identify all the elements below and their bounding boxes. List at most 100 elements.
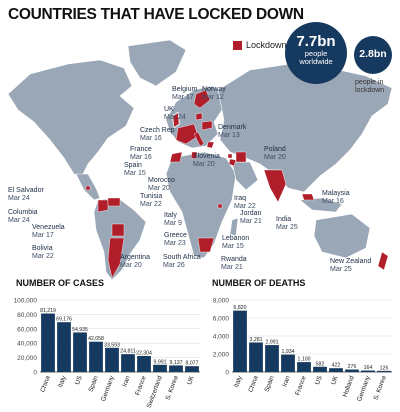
madagascar-land [229,217,239,237]
bar [73,332,87,372]
lockdown-new-zealand [377,251,389,271]
bar [233,310,247,372]
bar-value-label: 582 [316,361,325,367]
x-tick-label: Switzerland [146,375,164,409]
country-label: Rwanda Mar 21 [221,256,247,271]
people-lockdown-note: people in lockdown [355,79,399,96]
country-label: Poland Mar 20 [264,146,286,161]
bar-value-label: 24,811 [120,349,136,355]
bar-value-label: 1,934 [282,349,295,355]
asia-land [217,63,393,193]
bar [297,362,311,372]
bar-value-label: 9,137 [170,360,183,366]
y-tick-label: 6,000 [213,316,230,323]
country-label: New Zealand Mar 25 [330,258,372,273]
greenland-land [127,39,187,87]
y-tick-label: 2,000 [213,352,230,359]
country-label: Italy Mar 9 [164,212,182,227]
people-worldwide-circle: 7.7bn people worldwide [285,22,347,84]
y-tick-label: 60,000 [17,326,37,333]
bar-value-label: 126 [380,365,389,371]
lockdown-italy [193,131,205,147]
lockdown-swatch [233,40,242,50]
country-label: Tunisia Mar 22 [140,193,163,208]
bar-value-label: 1,100 [298,357,311,363]
bar-value-label: 81,219 [40,308,56,314]
x-tick-label: France [294,375,308,397]
bar [249,342,263,372]
lockdown-colombia [97,199,109,213]
bar [313,366,327,372]
country-label: Bolivia Mar 22 [32,245,54,260]
bar-value-label: 33,593 [104,342,120,348]
y-tick-label: 0 [33,370,37,377]
country-label: Malaysia Mar 16 [322,190,350,205]
bar-value-label: 9,991 [154,359,167,365]
bar [361,370,375,372]
x-tick-label: Iran [281,375,292,388]
lockdown-morocco [169,151,183,163]
country-label: Czech Rep Mar 16 [140,127,175,142]
page-title: COUNTRIES THAT HAVE LOCKED DOWN [8,6,304,23]
country-label: Columbia Mar 24 [8,209,38,224]
country-label: Spain Mar 15 [124,162,146,177]
bar [329,368,343,372]
lockdown-jordan [228,158,237,167]
country-label: UK Mar 24 [164,106,186,121]
bar-value-label: 6,820 [234,305,247,311]
lockdown-europe-west [175,123,199,145]
x-tick-label: Spain [263,375,275,393]
x-tick-label: UK [330,374,340,386]
country-label: Norway Mar 12 [202,86,226,101]
arabia-land [231,161,259,191]
bar-value-label: 8,077 [186,361,199,367]
x-tick-label: US [74,374,84,386]
bar [41,313,55,372]
lockdown-rwanda [217,203,223,209]
deaths-chart-title: NUMBER OF DEATHS [212,278,306,288]
lockdown-iraq [235,151,247,163]
bar-value-label: 3,281 [250,337,263,343]
people-lockdown-value: 2.8bn [359,48,387,60]
map-legend: Lockdown [233,40,287,50]
country-label: South Africa Mar 26 [163,254,201,269]
bar [105,347,119,372]
deaths-bar-chart: 0 2,000 4,000 6,000 8,000 6,820 Italy 3,281 Chin… [213,298,392,402]
x-tick-label: Italy [57,374,68,388]
x-tick-label: Germany [356,374,372,402]
lockdown-greece [206,141,215,149]
cases-chart-title: NUMBER OF CASES [16,278,105,288]
lockdown-venezuela [107,197,121,207]
lockdown-bolivia [111,223,125,237]
bar-value-label: 69,176 [56,317,72,323]
world-map [7,39,393,281]
bar [57,322,71,372]
country-label: Argentina Mar 20 [120,254,150,269]
lockdown-lebanon [227,153,233,159]
country-label: Slovenia Mar 20 [193,153,220,168]
lockdown-argentina [107,237,125,279]
country-label: Lebanon Mar 15 [222,235,250,250]
lockdown-india [263,169,287,203]
x-tick-label: Germany [100,374,116,402]
bar [169,365,183,372]
north-america-land [7,59,135,177]
bar [137,355,151,372]
y-tick-label: 100,000 [14,298,38,305]
country-label: El Salvador Mar 24 [8,187,44,202]
x-tick-label: Iran [121,375,132,388]
lockdown-tunisia [190,151,198,160]
x-tick-label: UK [186,374,196,386]
y-tick-label: 4,000 [213,334,230,341]
y-tick-label: 8,000 [213,298,230,305]
people-lockdown-circle: 2.8bn [354,36,392,74]
people-lockdown-line2: lockdown [355,87,385,95]
country-label: Morocco Mar 20 [148,177,175,192]
lockdown-south-africa [197,237,215,253]
lockdown-uk [172,112,180,128]
x-tick-label: US [314,374,324,386]
y-tick-label: 80,000 [17,312,37,319]
bar-value-label: 276 [348,364,357,370]
x-tick-label: S. Korea [165,375,180,402]
